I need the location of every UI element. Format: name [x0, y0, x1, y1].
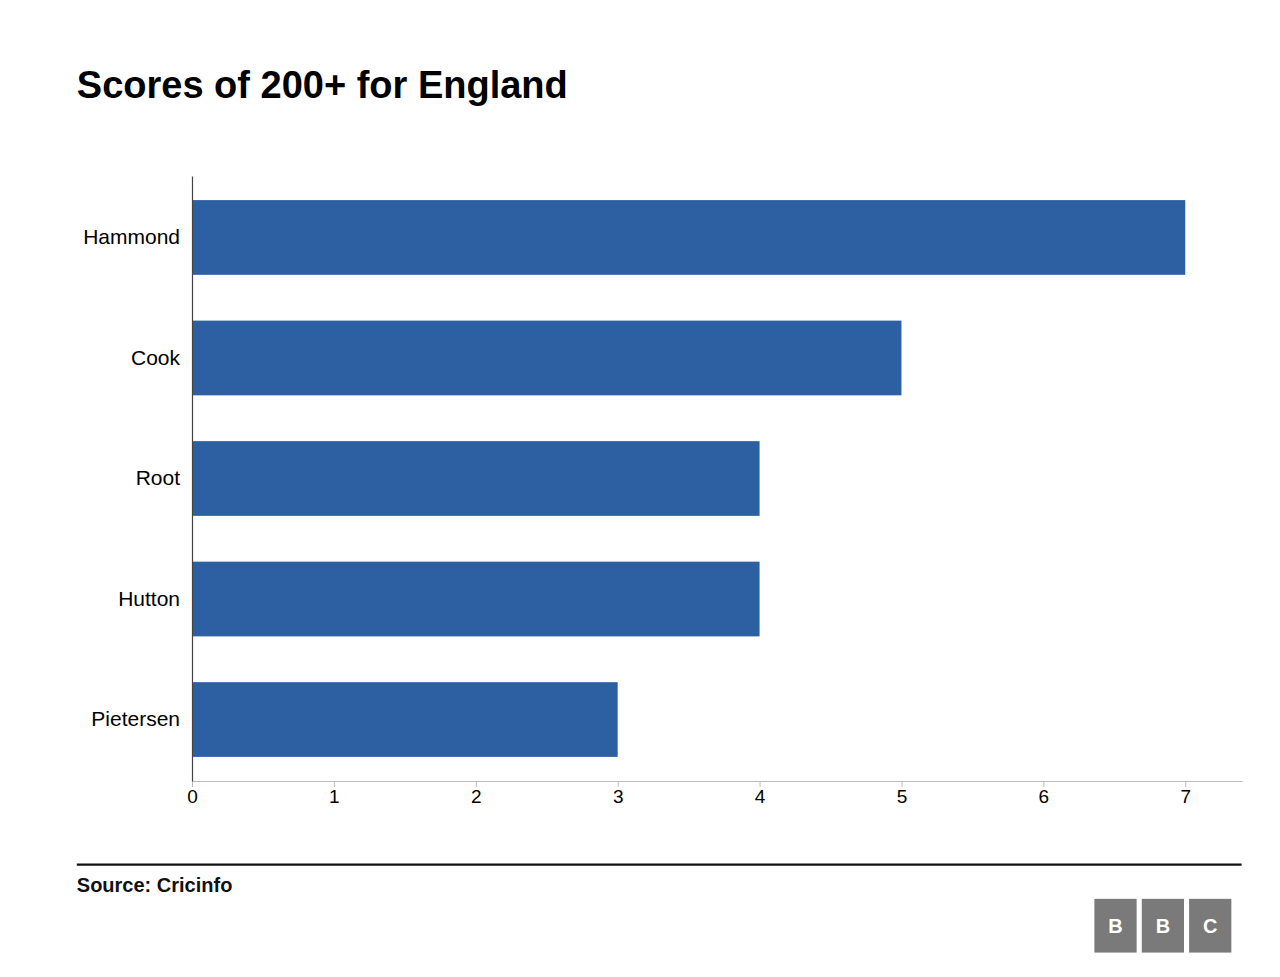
y-tick-label: Cook — [131, 346, 181, 369]
x-tick-label: 2 — [471, 786, 482, 807]
y-tick: Cook — [131, 346, 181, 369]
y-tick-label: Hammond — [83, 225, 180, 248]
x-tick-label: 0 — [187, 786, 198, 807]
x-tick-label: 7 — [1180, 786, 1191, 807]
x-tick: 0 — [187, 781, 198, 807]
x-tick-label: 3 — [613, 786, 624, 807]
x-tick: 2 — [471, 781, 482, 807]
separator — [77, 863, 1242, 865]
bar — [192, 682, 618, 757]
x-axis-line — [193, 781, 1243, 782]
y-axis: Hammond Cook Root Hutton Pietersen — [83, 177, 192, 782]
logo-box — [1142, 899, 1184, 953]
chart: Scores of 200+ for England 0 1 2 3 4 5 6 7 Hammon… — [0, 0, 1280, 977]
title: Scores of 200+ for England — [77, 64, 568, 106]
y-tick-label: Root — [136, 466, 181, 489]
y-tick: Root — [136, 466, 181, 489]
bar — [192, 321, 901, 396]
y-tick-label: Pietersen — [91, 707, 180, 730]
x-tick: 6 — [1039, 781, 1050, 807]
x-tick: 1 — [329, 781, 340, 807]
bar — [192, 200, 1185, 275]
x-tick-label: 5 — [897, 786, 908, 807]
logo-box — [1094, 899, 1136, 953]
logo-letter: B — [1108, 915, 1122, 937]
source: Source: Cricinfo — [77, 874, 233, 896]
x-tick: 3 — [613, 781, 624, 807]
bar — [192, 562, 760, 637]
y-tick-label: Hutton — [118, 587, 180, 610]
x-tick: 7 — [1180, 781, 1191, 807]
logo-letter: C — [1203, 915, 1217, 937]
y-axis-line — [192, 177, 193, 782]
x-tick: 5 — [897, 781, 908, 807]
y-tick: Hutton — [118, 587, 180, 610]
x-tick-label: 1 — [329, 786, 340, 807]
y-tick: Pietersen — [91, 707, 180, 730]
x-tick-label: 6 — [1039, 786, 1050, 807]
logo-box — [1189, 899, 1231, 953]
logo: BBC — [1094, 899, 1231, 953]
plot: 0 1 2 3 4 5 6 7 Hammond Cook Root Hutton Pietersen — [83, 177, 1242, 808]
x-axis: 0 1 2 3 4 5 6 7 — [187, 781, 1242, 807]
bar — [192, 441, 760, 516]
logo-letter: B — [1156, 915, 1170, 937]
x-tick-label: 4 — [755, 786, 766, 807]
y-tick: Hammond — [83, 225, 180, 248]
x-tick: 4 — [755, 781, 766, 807]
bars — [192, 200, 1185, 757]
